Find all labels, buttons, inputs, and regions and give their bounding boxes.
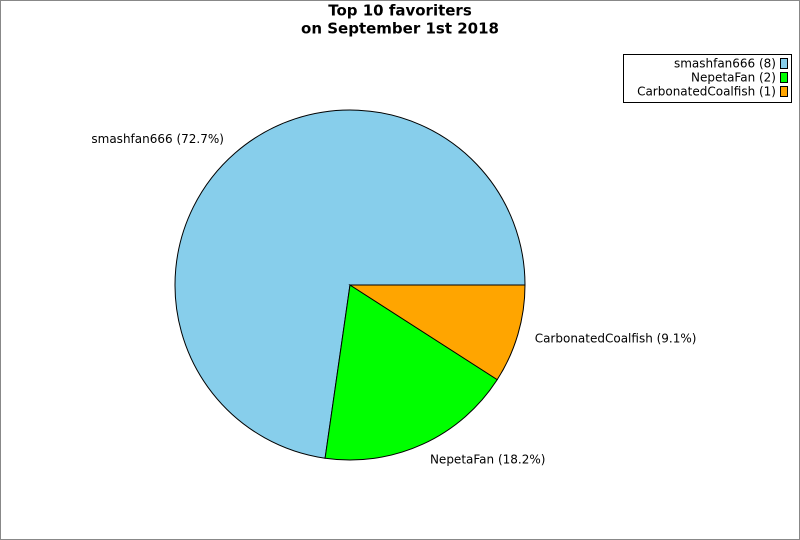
slice-label: CarbonatedCoalfish (9.1%): [535, 332, 697, 346]
slice-label: NepetaFan (18.2%): [430, 453, 545, 467]
pie-slice: [348, 284, 526, 381]
legend-swatch: [780, 86, 788, 97]
pie-slice: [174, 109, 526, 459]
legend-label: CarbonatedCoalfish (1): [637, 85, 776, 99]
legend-label: smashfan666 (8): [674, 57, 776, 71]
slice-label: smashfan666 (72.7%): [91, 132, 224, 146]
legend-swatch: [780, 72, 788, 83]
chart-subtitle: on September 1st 2018: [301, 20, 499, 38]
legend-label: NepetaFan (2): [691, 71, 776, 85]
legend-box: [623, 54, 792, 103]
chart-title: Top 10 favoriters: [328, 2, 472, 20]
legend-swatch: [780, 58, 788, 69]
pie-slice: [324, 284, 498, 461]
